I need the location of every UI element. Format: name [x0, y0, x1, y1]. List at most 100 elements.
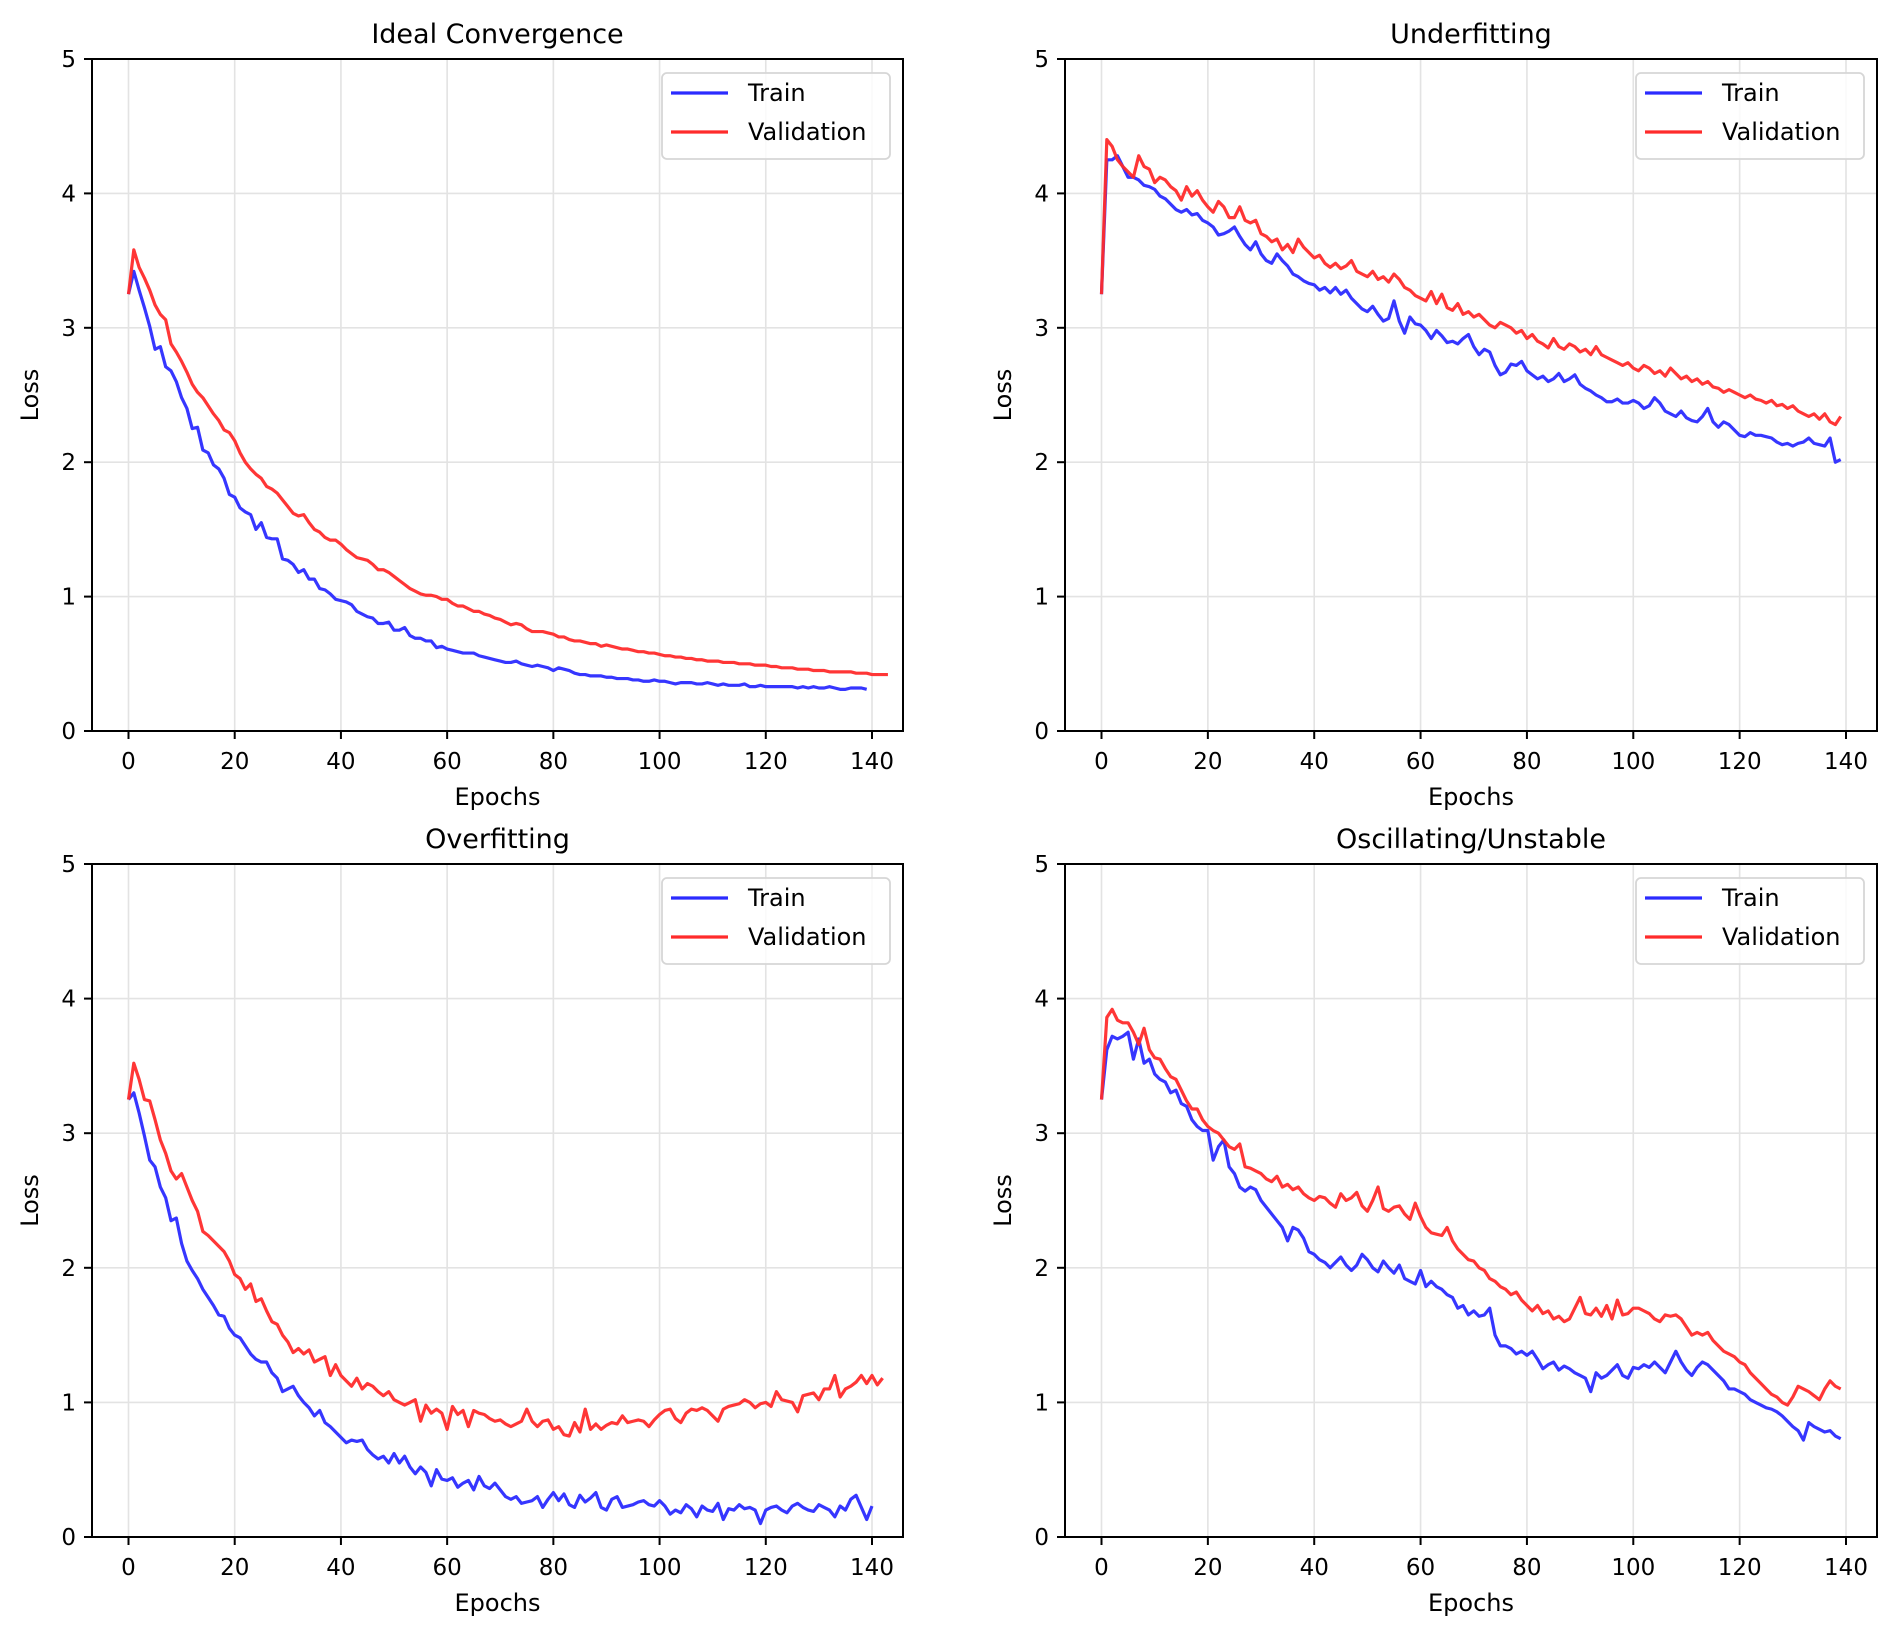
- legend-item-train: Train: [1645, 884, 1780, 912]
- x-tick-label: 40: [1300, 1555, 1329, 1581]
- x-axis-label: Epochs: [455, 1589, 541, 1617]
- legend-label: Train: [1721, 884, 1780, 912]
- x-tick-label: 60: [1406, 1555, 1435, 1581]
- legend-label: Validation: [1722, 118, 1841, 146]
- legend: Train Validation: [1635, 877, 1865, 965]
- y-tick-label: 2: [61, 450, 76, 476]
- legend: Train Validation: [661, 72, 891, 160]
- legend-item-validation: Validation: [1645, 118, 1841, 146]
- x-tick-label: 0: [121, 1555, 136, 1581]
- x-tick-label: 120: [1718, 749, 1762, 775]
- legend-item-validation: Validation: [1645, 923, 1841, 951]
- y-tick-label: 5: [1034, 47, 1049, 73]
- grid: [92, 863, 903, 1538]
- y-tick-label: 3: [1034, 1121, 1049, 1147]
- y-tick-label: 0: [61, 719, 76, 745]
- y-tick-label: 5: [1034, 852, 1049, 878]
- y-tick-label: 4: [1034, 987, 1049, 1013]
- chart-title: Overfitting: [425, 824, 570, 855]
- series-line-train: [1099, 154, 1842, 464]
- y-axis-label: Loss: [989, 369, 1017, 422]
- legend-item-validation: Validation: [671, 118, 867, 146]
- y-tick-label: 0: [1034, 1525, 1049, 1551]
- x-tick-label: 40: [1300, 749, 1329, 775]
- x-axis: 0 20 40 60 80 100 120 140: [121, 1537, 894, 1581]
- chart-title: Underfitting: [1390, 19, 1552, 50]
- y-axis-label: Loss: [16, 369, 44, 422]
- x-axis-label: Epochs: [1428, 1589, 1514, 1617]
- y-tick-label: 3: [1034, 316, 1049, 342]
- y-tick-label: 5: [61, 47, 76, 73]
- series-line-train: [1099, 1030, 1842, 1442]
- x-tick-label: 140: [1824, 1555, 1868, 1581]
- axes-frame: [91, 863, 904, 1538]
- x-axis-label: Epochs: [455, 783, 541, 811]
- x-tick-label: 20: [220, 749, 249, 775]
- x-tick-label: 80: [1512, 1555, 1541, 1581]
- y-axis: 0 1 2 3 4 5: [1034, 47, 1065, 745]
- axes-frame: [1064, 863, 1878, 1538]
- legend-label: Validation: [748, 118, 867, 146]
- legend-label: Train: [747, 884, 806, 912]
- legend-item-train: Train: [1645, 79, 1780, 107]
- x-tick-label: 0: [1094, 749, 1109, 775]
- x-tick-label: 20: [1193, 749, 1222, 775]
- y-tick-label: 2: [1034, 1256, 1049, 1282]
- legend-label: Validation: [1722, 923, 1841, 951]
- x-tick-label: 120: [744, 1555, 788, 1581]
- legend: Train Validation: [661, 877, 891, 965]
- legend-label: Train: [747, 79, 806, 107]
- y-axis: 0 1 2 3 4 5: [1034, 852, 1065, 1551]
- y-tick-label: 3: [61, 1121, 76, 1147]
- chart-title: Oscillating/Unstable: [1336, 824, 1606, 855]
- panel-underfitting: 0 20 40 60 80 100 120 140 0 1 2 3 4 5 Underfitting Epoc…: [989, 19, 1878, 811]
- axes-frame: [91, 58, 904, 732]
- y-tick-label: 1: [1034, 1390, 1049, 1416]
- y-tick-label: 1: [61, 585, 76, 611]
- chart-title: Ideal Convergence: [371, 19, 623, 50]
- legend-label: Train: [1721, 79, 1780, 107]
- x-tick-label: 140: [850, 1555, 894, 1581]
- y-tick-label: 0: [61, 1525, 76, 1551]
- series-group: [126, 248, 888, 691]
- x-axis: 0 20 40 60 80 100 120 140: [1094, 1537, 1868, 1581]
- x-tick-label: 120: [1718, 1555, 1762, 1581]
- legend-item-validation: Validation: [671, 923, 867, 951]
- series-line-validation: [1099, 1007, 1842, 1407]
- panel-ideal-convergence: 0 20 40 60 80 100 120 140 0 1 2 3 4 5 Ideal Convergenc…: [16, 19, 904, 811]
- series-group: [1099, 1007, 1842, 1442]
- x-tick-label: 60: [433, 749, 462, 775]
- x-tick-label: 120: [744, 749, 788, 775]
- panel-oscillating-unstable: 0 20 40 60 80 100 120 140 0 1 2 3 4 5 Oscillating/Unst…: [989, 824, 1878, 1617]
- x-tick-label: 140: [850, 749, 894, 775]
- x-tick-label: 100: [638, 1555, 682, 1581]
- x-tick-label: 80: [1512, 749, 1541, 775]
- x-tick-label: 100: [1611, 749, 1655, 775]
- legend: Train Validation: [1635, 72, 1865, 160]
- x-tick-label: 100: [1611, 1555, 1655, 1581]
- x-tick-label: 80: [539, 749, 568, 775]
- x-tick-label: 100: [638, 749, 682, 775]
- series-line-validation: [126, 248, 888, 677]
- legend-item-train: Train: [671, 79, 806, 107]
- series-line-train: [127, 1091, 874, 1526]
- x-tick-label: 80: [539, 1555, 568, 1581]
- y-tick-label: 5: [61, 852, 76, 878]
- x-tick-label: 20: [220, 1555, 249, 1581]
- x-tick-label: 0: [1094, 1555, 1109, 1581]
- y-tick-label: 4: [61, 987, 76, 1013]
- series-line-validation: [1099, 138, 1843, 427]
- x-tick-label: 60: [1406, 749, 1435, 775]
- x-tick-label: 0: [121, 749, 136, 775]
- y-tick-label: 3: [61, 316, 76, 342]
- y-tick-label: 0: [1034, 719, 1049, 745]
- x-tick-label: 60: [433, 1555, 462, 1581]
- grid: [1065, 863, 1877, 1538]
- x-tick-label: 40: [326, 1555, 355, 1581]
- y-tick-label: 4: [1034, 181, 1049, 207]
- x-tick-label: 40: [326, 749, 355, 775]
- y-tick-label: 1: [1034, 585, 1049, 611]
- x-tick-label: 140: [1824, 749, 1868, 775]
- y-tick-label: 4: [61, 181, 76, 207]
